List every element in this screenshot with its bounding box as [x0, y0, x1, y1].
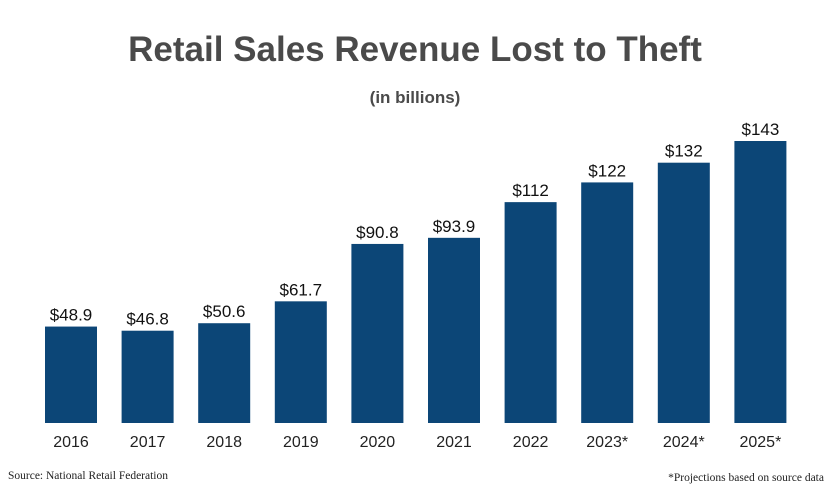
data-label: $46.8	[126, 310, 169, 329]
x-tick-label: 2018	[206, 434, 242, 451]
data-label: $61.7	[280, 280, 323, 299]
x-tick-label: 2016	[53, 434, 89, 451]
data-label: $122	[588, 161, 626, 180]
bar-2025	[734, 141, 787, 423]
bar-2022	[504, 202, 557, 423]
bar-2023	[581, 182, 634, 423]
data-label: $132	[665, 142, 703, 161]
bar-2019	[274, 301, 327, 423]
x-tick-label: 2020	[360, 434, 396, 451]
bar-2017	[121, 330, 174, 423]
x-tick-label: 2022	[513, 434, 549, 451]
x-tick-label: 2021	[436, 434, 472, 451]
bar-2024	[657, 162, 710, 423]
data-label: $48.9	[50, 306, 93, 325]
data-label: $90.8	[356, 223, 399, 242]
data-label: $50.6	[203, 302, 246, 321]
bar-2020	[351, 243, 404, 423]
bar-2018	[198, 323, 251, 423]
source-note: Source: National Retail Federation	[8, 470, 168, 482]
bar-2021	[428, 237, 480, 423]
data-label: $143	[741, 120, 779, 139]
chart-title: Retail Sales Revenue Lost to Theft	[128, 30, 702, 69]
x-tick-label: 2025*	[739, 434, 781, 451]
projection-note: *Projections based on source data	[668, 472, 824, 484]
data-label: $93.9	[433, 217, 476, 236]
x-tick-label: 2017	[130, 434, 166, 451]
x-tick-label: 2019	[283, 434, 319, 451]
x-tick-label: 2024*	[663, 434, 705, 451]
x-tick-label: 2023*	[586, 434, 628, 451]
bar-2016	[45, 326, 97, 423]
chart-subtitle: (in billions)	[369, 88, 461, 107]
data-label: $112	[512, 181, 549, 200]
